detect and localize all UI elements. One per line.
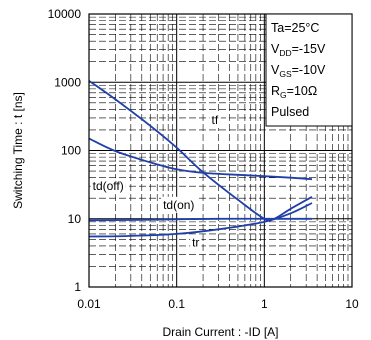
conditions-box: Ta=25°C VDD=-15V VGS=-10V RG=10Ω Pulsed bbox=[265, 13, 353, 127]
series-label-tdoff: td(off) bbox=[93, 179, 124, 193]
series-label-tf: tf bbox=[212, 113, 219, 127]
x-axis-title: Drain Current : -ID [A] bbox=[162, 325, 278, 339]
tick-labels: 0.01 0.1 1 10 1 10 100 1000 10000 bbox=[48, 7, 359, 311]
x-tick-label: 10 bbox=[345, 297, 359, 311]
series-label-tr: tr bbox=[192, 235, 199, 249]
condition-line: Pulsed bbox=[271, 105, 309, 119]
series-label-bg bbox=[161, 196, 197, 213]
y-tick-label: 1000 bbox=[54, 75, 81, 89]
y-tick-label: 10000 bbox=[48, 7, 82, 21]
series-curves bbox=[88, 80, 313, 238]
condition-line: VGS=-10V bbox=[271, 63, 326, 79]
condition-line: VDD=-15V bbox=[271, 42, 326, 58]
x-tick-label: 0.1 bbox=[168, 297, 185, 311]
y-tick-label: 10 bbox=[68, 212, 82, 226]
y-tick-label: 1 bbox=[74, 280, 81, 294]
series-labels: tf td(off) td(on) tr bbox=[90, 111, 221, 251]
plot-frame bbox=[88, 13, 353, 288]
condition-line: RG=10Ω bbox=[271, 84, 317, 100]
y-tick-label: 100 bbox=[61, 144, 81, 158]
series-label-bg bbox=[209, 111, 221, 128]
series-label-tdon: td(on) bbox=[163, 198, 194, 212]
series-line-tf bbox=[88, 80, 313, 222]
condition-line: Ta=25°C bbox=[271, 21, 319, 35]
series-label-bg bbox=[190, 234, 202, 251]
series-line-tr bbox=[88, 202, 313, 238]
x-tick-label: 0.01 bbox=[77, 297, 101, 311]
x-tick-label: 1 bbox=[261, 297, 268, 311]
series-label-bg bbox=[90, 178, 126, 195]
series-line-tdoff bbox=[88, 137, 313, 181]
y-axis-title: Switching Time : t [ns] bbox=[11, 92, 25, 209]
series-line-tdon bbox=[88, 217, 312, 222]
conditions-frame bbox=[265, 13, 353, 127]
